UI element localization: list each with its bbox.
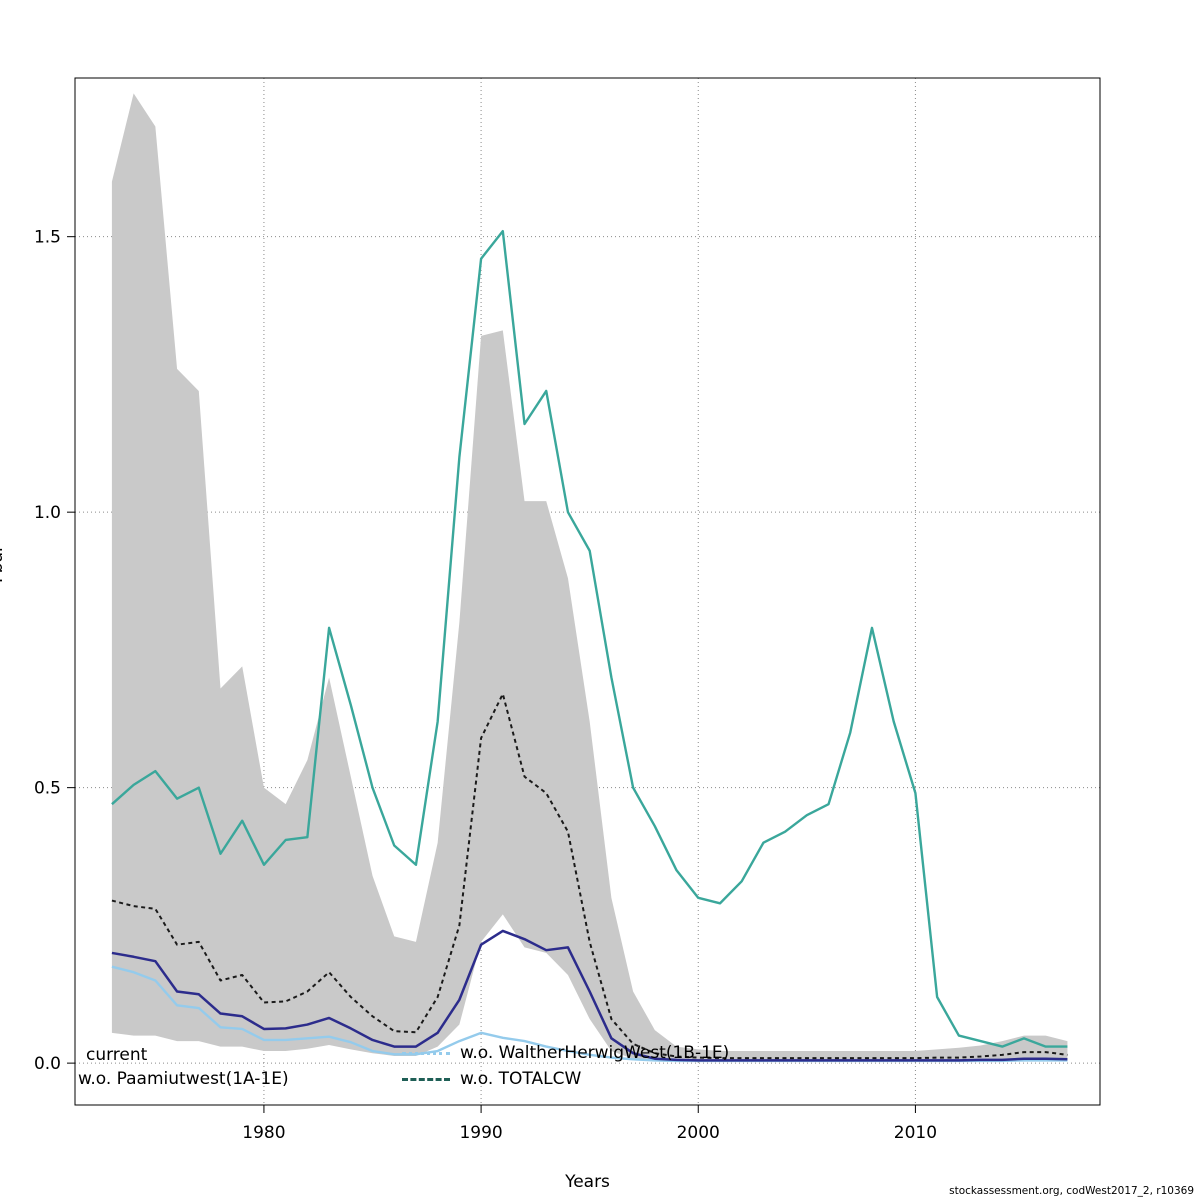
legend-label: w.o. Paamiutwest(1A-1E) <box>78 1069 289 1089</box>
x-axis-title: Years <box>565 1172 610 1192</box>
series-line-w-o-totalcw <box>111 229 1068 1048</box>
y-tick-label: 1.0 <box>34 503 61 523</box>
plot-border <box>74 77 1101 1106</box>
x-tick-label: 2010 <box>894 1123 937 1143</box>
y-axis-title-clipped: Fbar <box>0 545 7 583</box>
source-caption: stockassessment.org, codWest2017_2, r103… <box>949 1185 1194 1197</box>
legend-entry-waltherherwigwest: w.o. WaltherHerwigWest(1B-1E) <box>402 1043 729 1063</box>
legend-entry-current: current <box>86 1045 147 1065</box>
line-sample-icon <box>402 1077 450 1081</box>
legend-label: current <box>86 1045 148 1065</box>
y-tick-label: 1.5 <box>34 228 61 248</box>
legend-entry-totalcw: w.o. TOTALCW <box>402 1069 581 1089</box>
x-tick-label: 2000 <box>677 1123 720 1143</box>
legend-label: w.o. WaltherHerwigWest(1B-1E) <box>460 1043 730 1063</box>
y-tick-label: 0.5 <box>34 779 61 799</box>
x-tick-label: 1990 <box>459 1123 502 1143</box>
line-sample-icon <box>402 1051 450 1055</box>
confidence-band <box>111 93 1068 1062</box>
legend-label: w.o. TOTALCW <box>460 1069 582 1089</box>
y-tick-label: 0.0 <box>34 1054 61 1074</box>
x-tick-label: 1980 <box>242 1123 285 1143</box>
series-line-w-o-paamiutwest-1a-1e <box>111 929 1068 1062</box>
legend-entry-paamiutwest: w.o. Paamiutwest(1A-1E) <box>78 1069 289 1089</box>
